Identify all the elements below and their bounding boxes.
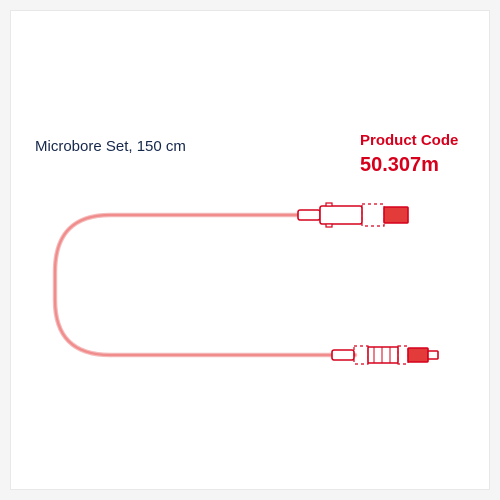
product-title: Microbore Set, 150 cm [35,138,186,155]
product-code-value: 50.307m [360,154,439,177]
product-card [10,10,490,490]
product-code-label: Product Code [360,132,458,149]
